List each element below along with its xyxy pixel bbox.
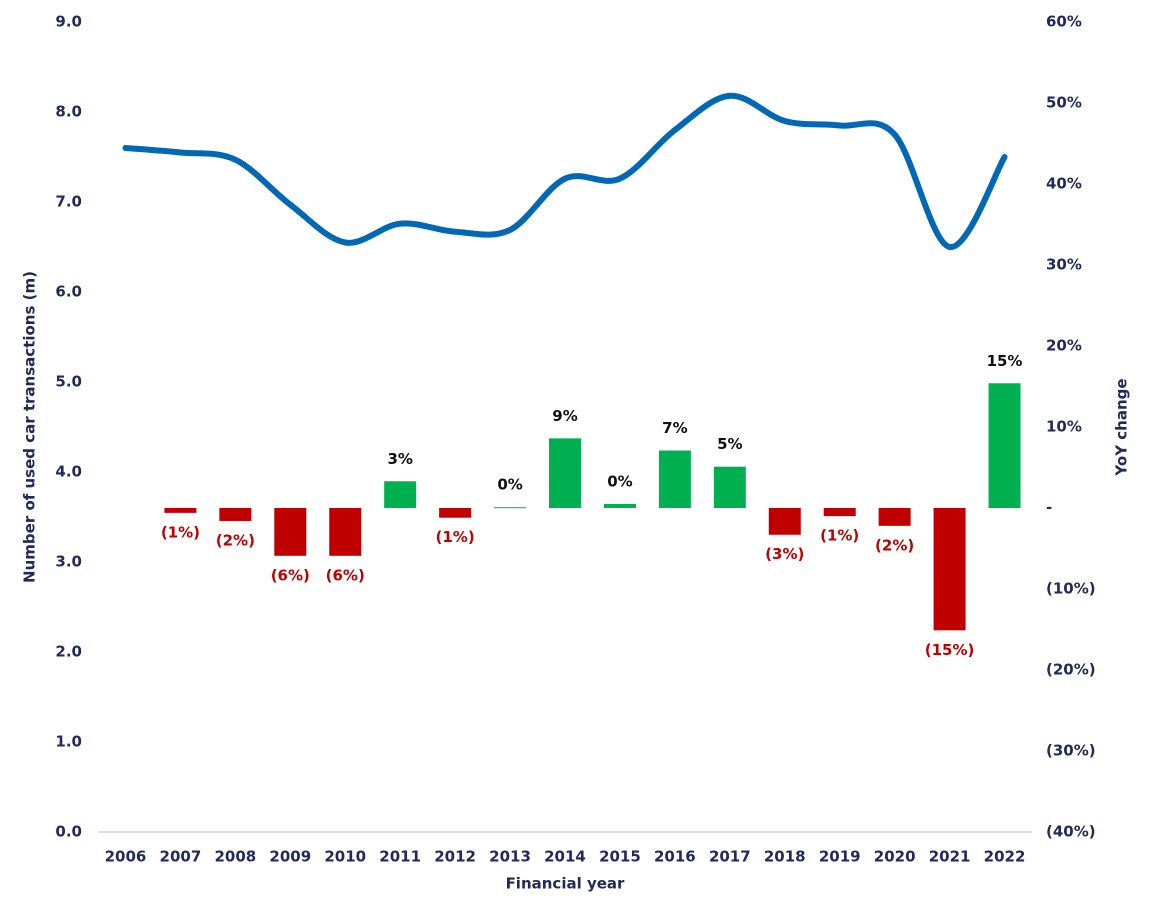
y2-tick-label: (30%) (1046, 742, 1096, 760)
x-tick-label: 2007 (160, 848, 202, 866)
x-tick-label: 2008 (214, 848, 256, 866)
data-label: (15%) (925, 641, 975, 659)
data-label: 0% (497, 476, 522, 494)
bar (823, 508, 856, 517)
x-tick-label: 2013 (489, 848, 531, 866)
x-axis-label: Financial year (506, 875, 625, 893)
bar (988, 383, 1021, 508)
y2-tick-label: 20% (1046, 337, 1082, 355)
x-tick-label: 2009 (269, 848, 311, 866)
y-tick-label: 3.0 (55, 553, 82, 571)
y2-tick-label: 40% (1046, 175, 1082, 193)
bar (658, 450, 691, 508)
bar (713, 466, 746, 508)
y-tick-label: 8.0 (55, 103, 82, 121)
y2-tick-label: 50% (1046, 94, 1082, 112)
y2-tick-label: (20%) (1046, 661, 1096, 679)
data-label: 7% (662, 419, 687, 437)
line (122, 92, 1008, 250)
data-label: (2%) (875, 536, 914, 554)
x-tick-label: 2021 (929, 848, 971, 866)
y-tick-label: 2.0 (55, 643, 82, 661)
data-label: (2%) (216, 531, 255, 549)
data-label: (1%) (820, 527, 859, 545)
x-tick-label: 2018 (764, 848, 806, 866)
y2-tick-label: - (1046, 499, 1052, 517)
y-tick-label: 5.0 (55, 373, 82, 391)
x-tick-label: 2014 (544, 848, 586, 866)
bar (274, 508, 307, 556)
data-label: 5% (717, 435, 742, 453)
y2-tick-label: 60% (1046, 13, 1082, 31)
y-tick-label: 7.0 (55, 193, 82, 211)
x-tick-label: 2017 (709, 848, 751, 866)
y-tick-label: 0.0 (55, 823, 82, 841)
data-label: 3% (387, 450, 412, 468)
data-label: 15% (987, 352, 1023, 370)
x-tick-label: 2016 (654, 848, 696, 866)
x-tick-label: 2011 (379, 848, 421, 866)
y-tick-label: 1.0 (55, 733, 82, 751)
bar (164, 508, 197, 513)
x-tick-label: 2006 (105, 848, 147, 866)
y2-tick-label: (40%) (1046, 823, 1096, 841)
bar (439, 508, 472, 518)
y-axis-label: Number of used car transactions (m) (21, 271, 39, 583)
x-tick-label: 2010 (324, 848, 366, 866)
y2-tick-label: (10%) (1046, 580, 1096, 598)
bar (329, 508, 362, 556)
bar (878, 508, 911, 526)
bar (549, 438, 581, 508)
bar (933, 508, 966, 631)
y-tick-label: 9.0 (55, 13, 82, 31)
bar (603, 503, 636, 508)
bar (219, 508, 252, 521)
x-tick-label: 2020 (874, 848, 916, 866)
y2-tick-label: 30% (1046, 256, 1082, 274)
bar (384, 481, 417, 508)
data-label: 0% (607, 472, 632, 490)
data-label: (1%) (161, 523, 200, 541)
data-label: (6%) (271, 566, 310, 584)
x-tick-label: 2015 (599, 848, 641, 866)
y-tick-label: 4.0 (55, 463, 82, 481)
data-label: (3%) (765, 545, 804, 563)
data-label: (6%) (326, 566, 365, 584)
y2-axis-label: YoY change (1113, 378, 1131, 476)
y-tick-label: 6.0 (55, 283, 82, 301)
x-tick-label: 2019 (819, 848, 861, 866)
bar (768, 508, 801, 535)
data-label: 9% (552, 407, 577, 425)
bar (494, 507, 527, 509)
x-tick-label: 2022 (984, 848, 1026, 866)
x-tick-label: 2012 (434, 848, 476, 866)
y2-tick-label: 10% (1046, 418, 1082, 436)
data-label: (1%) (436, 528, 475, 546)
